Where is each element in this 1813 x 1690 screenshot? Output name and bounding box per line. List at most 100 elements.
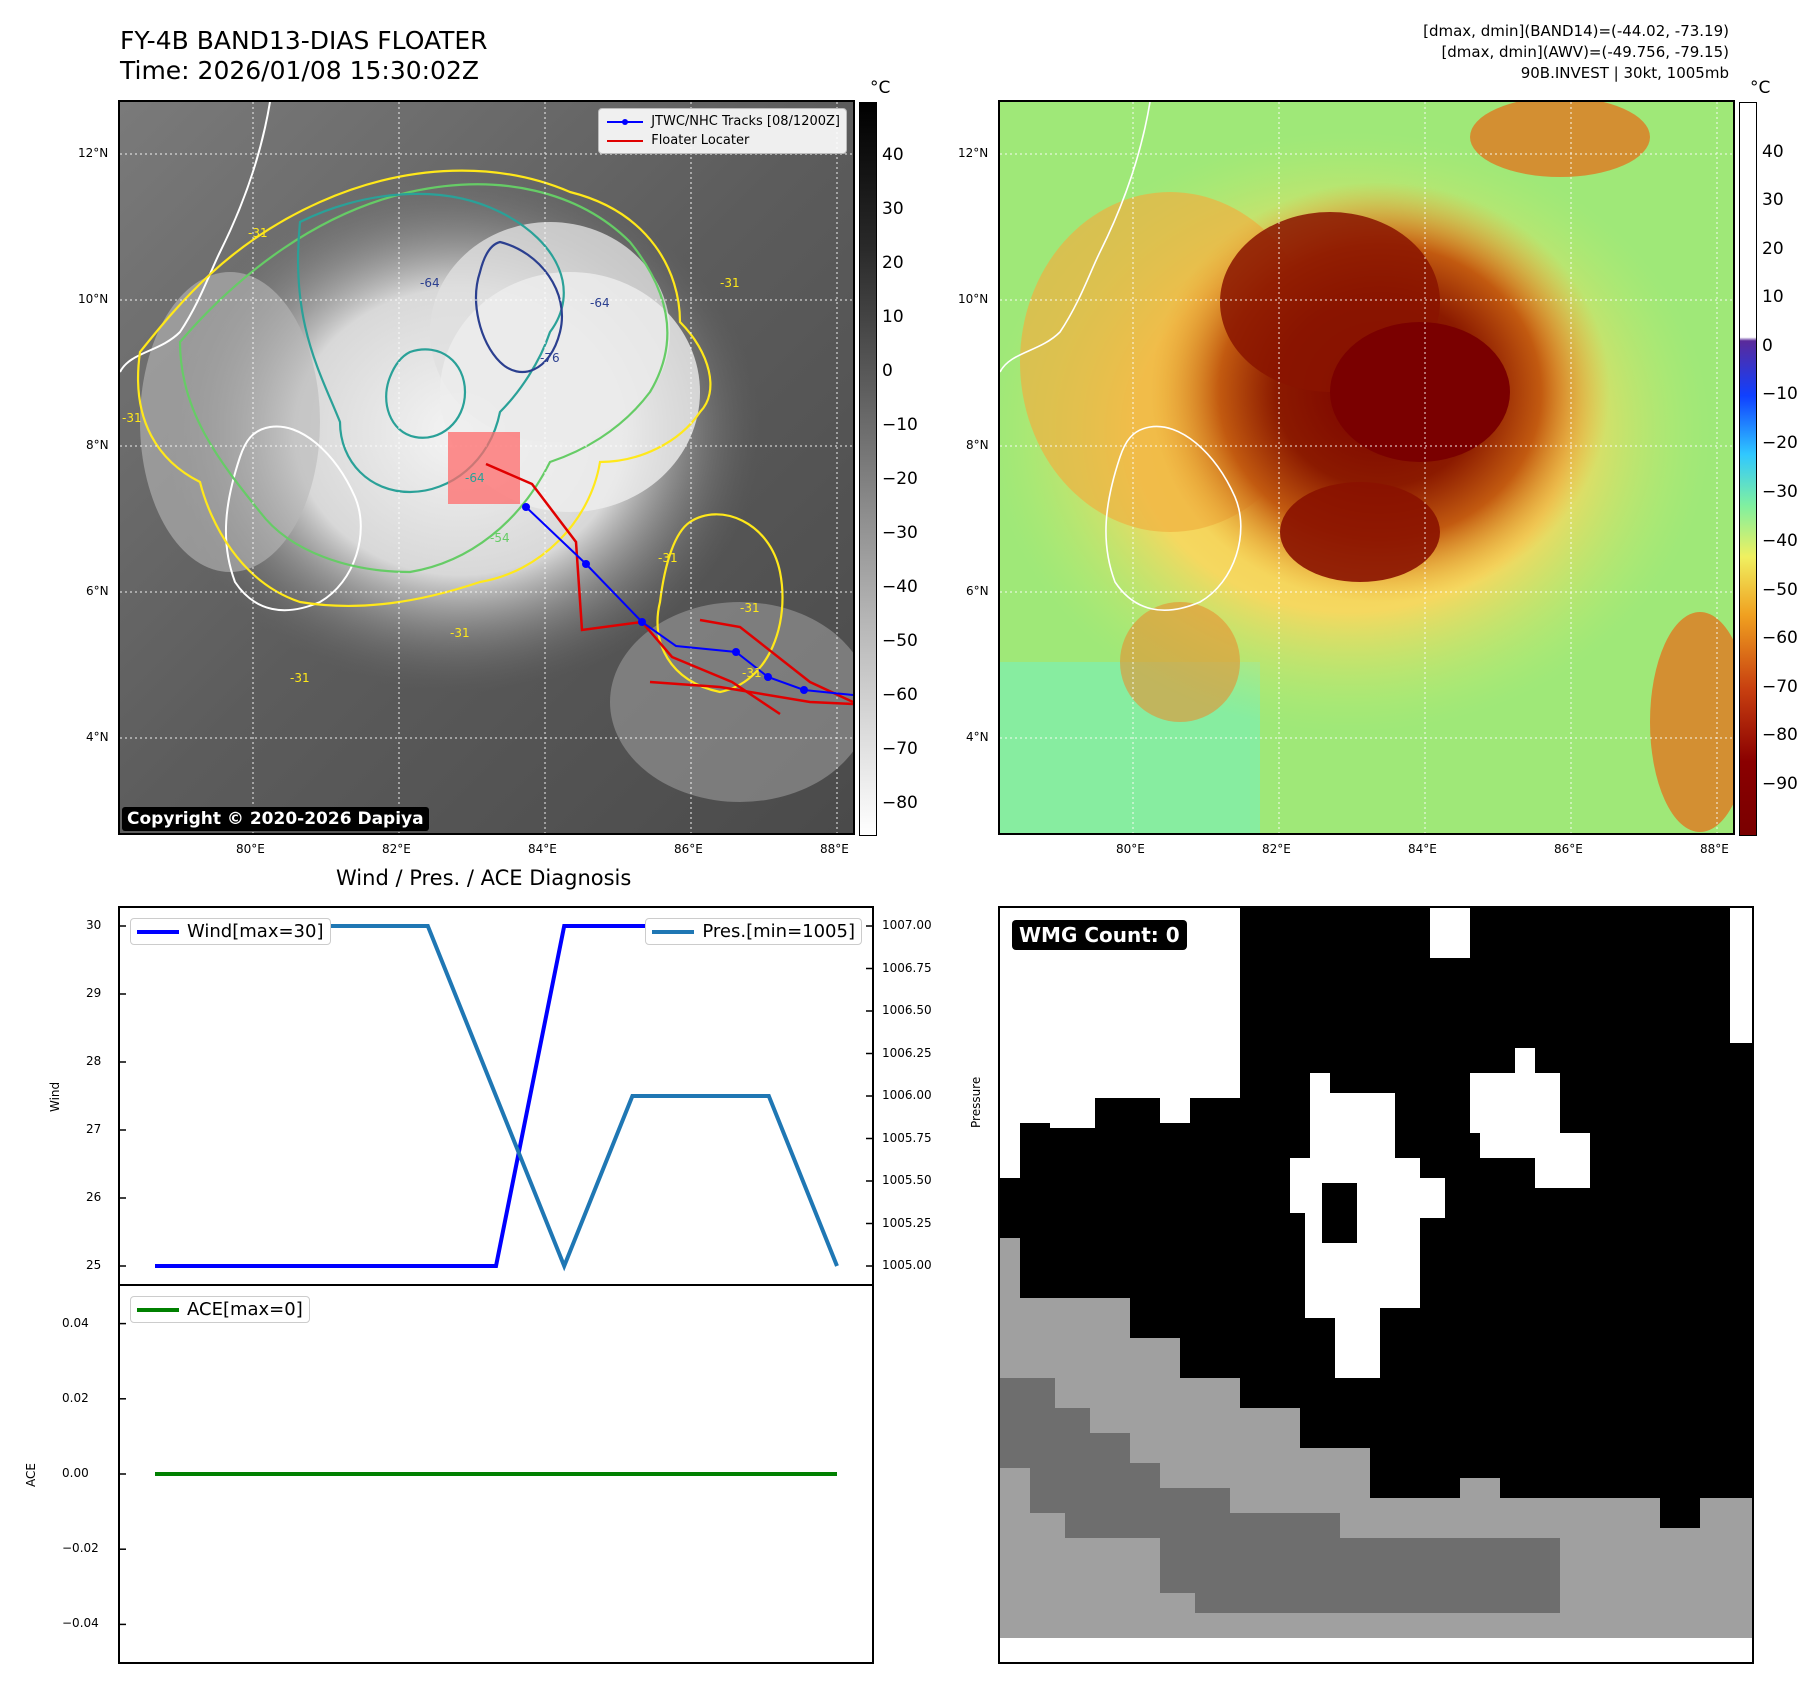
wv-lat-tick: 12°N	[958, 146, 989, 160]
wv-lat-tick: 10°N	[958, 292, 989, 306]
wv-core-east	[1330, 322, 1510, 462]
ir-contour-labels: -31 -31 -31 -31 -31 -64 -64 -64 -76 -54 …	[122, 226, 762, 685]
wv-lat-tick: 8°N	[966, 438, 989, 452]
wv-cbar-tick: −60	[1762, 628, 1798, 648]
pressure-series-line	[155, 924, 839, 1272]
jtwc-track-line	[525, 506, 853, 696]
pressure-tick-label: 1006.00	[882, 1088, 932, 1102]
wmg-hole-right	[1470, 1048, 1590, 1188]
contour-label: -31	[450, 626, 470, 640]
ace-legend-label: ACE[max=0]	[187, 1299, 303, 1320]
wv-cbar-tick: −80	[1762, 725, 1798, 745]
pressure-tick-label: 1005.25	[882, 1215, 932, 1230]
ir-colorbar	[859, 102, 877, 836]
wv-gridlines	[1000, 102, 1733, 833]
wmg-hole-left	[1290, 1073, 1445, 1378]
ir-cbar-tick: −10	[882, 415, 918, 435]
floater-locater-line	[485, 462, 781, 716]
wv-cbar-tick: −40	[1762, 531, 1798, 551]
pressure-legend: Pres.[min=1005]	[645, 918, 862, 945]
meta-line-3: 90B.INVEST | 30kt, 1005mb	[1520, 64, 1729, 82]
wv-cbar-tick: −90	[1762, 774, 1798, 794]
ace-tick-label: 0.00	[62, 1466, 89, 1480]
ir-cbar-tick: −30	[882, 523, 918, 543]
ir-lat-tick: 4°N	[86, 730, 109, 744]
pressure-tick-label: 1005.75	[882, 1130, 932, 1145]
wmg-panel: WMG Count: 0	[998, 906, 1754, 1664]
wv-core-south	[1280, 482, 1440, 582]
ir-contour-31-southeast	[656, 513, 784, 694]
legend-entry-tracks: JTWC/NHC Tracks [08/1200Z]	[605, 112, 840, 131]
wv-cbar-tick: 0	[1762, 336, 1773, 356]
legend-tracks-label: JTWC/NHC Tracks [08/1200Z]	[651, 114, 840, 129]
wv-lat-tick: 4°N	[966, 730, 989, 744]
ir-contour-64-inner	[385, 348, 467, 439]
ir-gridlines	[120, 102, 853, 833]
ir-lon-tick: 86°E	[674, 842, 703, 856]
wv-lon-tick: 82°E	[1262, 842, 1291, 856]
wv-moist-northeast	[1470, 102, 1650, 177]
ace-plot	[120, 1322, 837, 1626]
ir-contour-64	[296, 192, 565, 494]
contour-label: -64	[465, 471, 485, 485]
contour-label: -31	[740, 601, 760, 615]
wv-cbar-tick: −30	[1762, 482, 1798, 502]
meta-line-2: [dmax, dmin](AWV)=(-49.756, -79.15)	[1441, 43, 1729, 61]
wmg-map	[1000, 908, 1752, 1662]
wind-tick-label: 26	[86, 1190, 102, 1204]
wind-legend-label: Wind[max=30]	[187, 921, 324, 942]
legend-track-swatch	[607, 118, 644, 125]
legend-floater-swatch	[607, 139, 644, 142]
ir-map-panel: -31 -31 -31 -31 -31 -64 -64 -64 -76 -54 …	[118, 100, 855, 835]
wv-cbar-tick: 30	[1762, 190, 1784, 210]
pressure-tick-label: 1006.75	[882, 960, 932, 975]
ir-lat-tick: 10°N	[78, 292, 109, 306]
wv-cbar-tick: 20	[1762, 239, 1784, 259]
pressure-tick-label: 1005.00	[882, 1258, 932, 1272]
ir-cbar-tick: 10	[882, 307, 904, 327]
contour-label: -31	[720, 276, 740, 290]
ir-cloud-southeast	[610, 602, 853, 802]
ir-lat-tick: 8°N	[86, 438, 109, 452]
ir-map-legend: JTWC/NHC Tracks [08/1200Z] Floater Locat…	[598, 108, 847, 154]
wv-cbar-tick: 40	[1762, 142, 1784, 162]
jtwc-track-points	[522, 503, 808, 694]
wind-axis-title: Wind	[48, 1081, 62, 1112]
ir-cbar-tick: −20	[882, 469, 918, 489]
ir-lon-tick: 84°E	[528, 842, 557, 856]
ir-cloud-west	[140, 272, 320, 572]
contour-label: -31	[658, 551, 678, 565]
ir-cbar-tick: 30	[882, 199, 904, 219]
wv-colorbar	[1739, 102, 1757, 836]
copyright-badge: Copyright © 2020-2026 Dapiya	[122, 807, 429, 831]
ir-lat-tick: 12°N	[78, 146, 109, 160]
wv-map-panel	[998, 100, 1735, 835]
ir-lon-tick: 82°E	[382, 842, 411, 856]
ir-lon-tick: 80°E	[236, 842, 265, 856]
legend-floater-label: Floater Locater	[651, 133, 750, 148]
wv-coastline-india	[1000, 102, 1151, 373]
wv-cbar-tick: −50	[1762, 580, 1798, 600]
ir-map: -31 -31 -31 -31 -31 -64 -64 -64 -76 -54 …	[120, 102, 853, 833]
wind-legend: Wind[max=30]	[130, 918, 331, 945]
ace-legend-swatch	[137, 1307, 179, 1312]
contour-label: -64	[420, 276, 440, 290]
pressure-tick-label: 1006.50	[882, 1003, 932, 1017]
wind-legend-swatch	[137, 929, 179, 934]
pressure-legend-label: Pres.[min=1005]	[702, 921, 855, 942]
pressure-tick-label: 1007.00	[882, 918, 932, 932]
wv-moist-southeast	[1650, 612, 1733, 832]
contour-label: -31	[290, 671, 310, 685]
wmg-count-badge: WMG Count: 0	[1012, 920, 1187, 950]
title-line-1: FY-4B BAND13-DIAS FLOATER	[120, 26, 488, 55]
pressure-tick-label: 1005.50	[882, 1173, 932, 1187]
wmg-hole-left-core	[1322, 1183, 1357, 1243]
ir-lat-tick: 6°N	[86, 584, 109, 598]
ace-tick-label: −0.02	[62, 1541, 99, 1556]
wv-cbar-tick: 10	[1762, 287, 1784, 307]
ace-tick-label: 0.04	[62, 1315, 89, 1330]
wv-cbar-tick: −10	[1762, 384, 1798, 404]
wind-tick-label: 28	[86, 1054, 102, 1068]
wv-lon-tick: 88°E	[1700, 842, 1729, 856]
contour-label: -54	[490, 531, 510, 545]
